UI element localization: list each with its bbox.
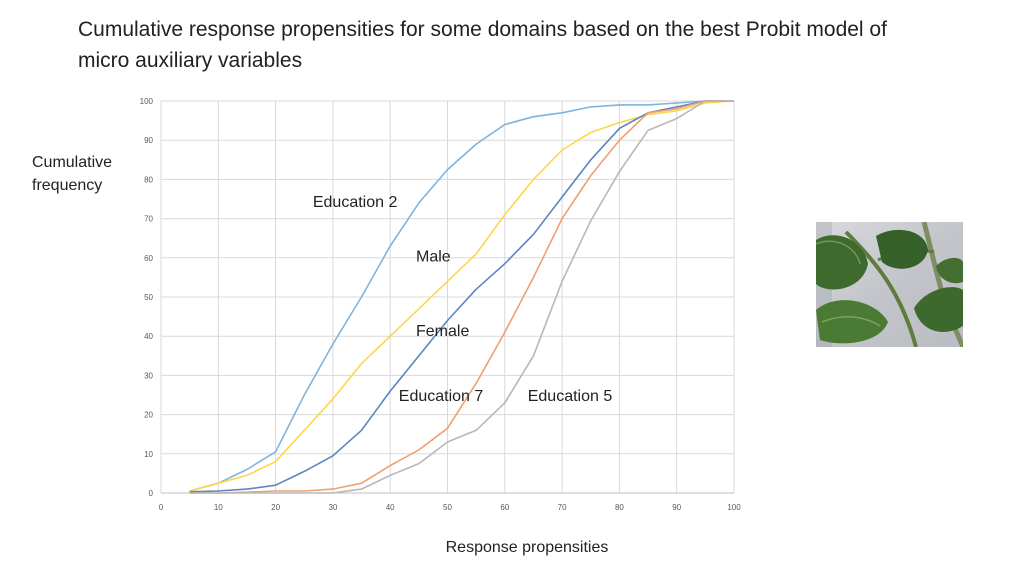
x-tick-label: 60 <box>500 503 509 512</box>
series-line-education-5 <box>189 100 734 494</box>
x-tick-label: 50 <box>443 503 452 512</box>
x-tick-label: 70 <box>558 503 567 512</box>
y-tick-label: 100 <box>140 97 154 106</box>
annotation-education-5: Education 5 <box>528 388 613 405</box>
y-tick-label: 30 <box>144 371 153 380</box>
y-tick-label: 70 <box>144 215 153 224</box>
chart-series <box>189 100 735 494</box>
x-tick-label: 40 <box>386 503 395 512</box>
y-tick-label: 50 <box>144 293 153 302</box>
x-tick-label: 30 <box>328 503 337 512</box>
x-tick-label: 90 <box>672 503 681 512</box>
y-tick-label: 40 <box>144 332 153 341</box>
series-line-education-2 <box>189 100 734 492</box>
x-tick-label: 10 <box>214 503 223 512</box>
annotation-education-7: Education 7 <box>399 388 484 405</box>
series-line-male <box>189 100 735 492</box>
x-tick-label: 100 <box>727 503 741 512</box>
y-axis-label: Cumulative frequency <box>32 154 113 194</box>
chart-grid <box>160 100 735 494</box>
chart-axes: 0 10 20 30 40 50 60 70 80 90 100 0 10 20 30 40 50 60 70 80 9… <box>140 97 742 512</box>
x-tick-label: 80 <box>615 503 624 512</box>
y-tick-label: 0 <box>149 489 154 498</box>
leafy-plant-icon <box>816 222 963 347</box>
y-tick-label: 20 <box>144 411 153 420</box>
annotation-male: Male <box>416 249 451 266</box>
x-axis-label: Response propensities <box>445 539 609 556</box>
y-tick-label: 90 <box>144 136 153 145</box>
x-tick-label: 0 <box>159 503 164 512</box>
slide-title: Cumulative response propensities for som… <box>78 18 887 72</box>
series-line-female <box>189 100 734 493</box>
x-tick-label: 20 <box>271 503 280 512</box>
y-tick-label: 60 <box>144 254 153 263</box>
y-tick-label: 10 <box>144 450 153 459</box>
y-tick-label: 80 <box>144 175 153 184</box>
annotation-female: Female <box>416 323 469 340</box>
chart-annotations: Education 2 Male Female Education 7 Educatio… <box>313 194 612 405</box>
annotation-education-2: Education 2 <box>313 194 398 211</box>
series-line-education-7 <box>189 100 734 494</box>
